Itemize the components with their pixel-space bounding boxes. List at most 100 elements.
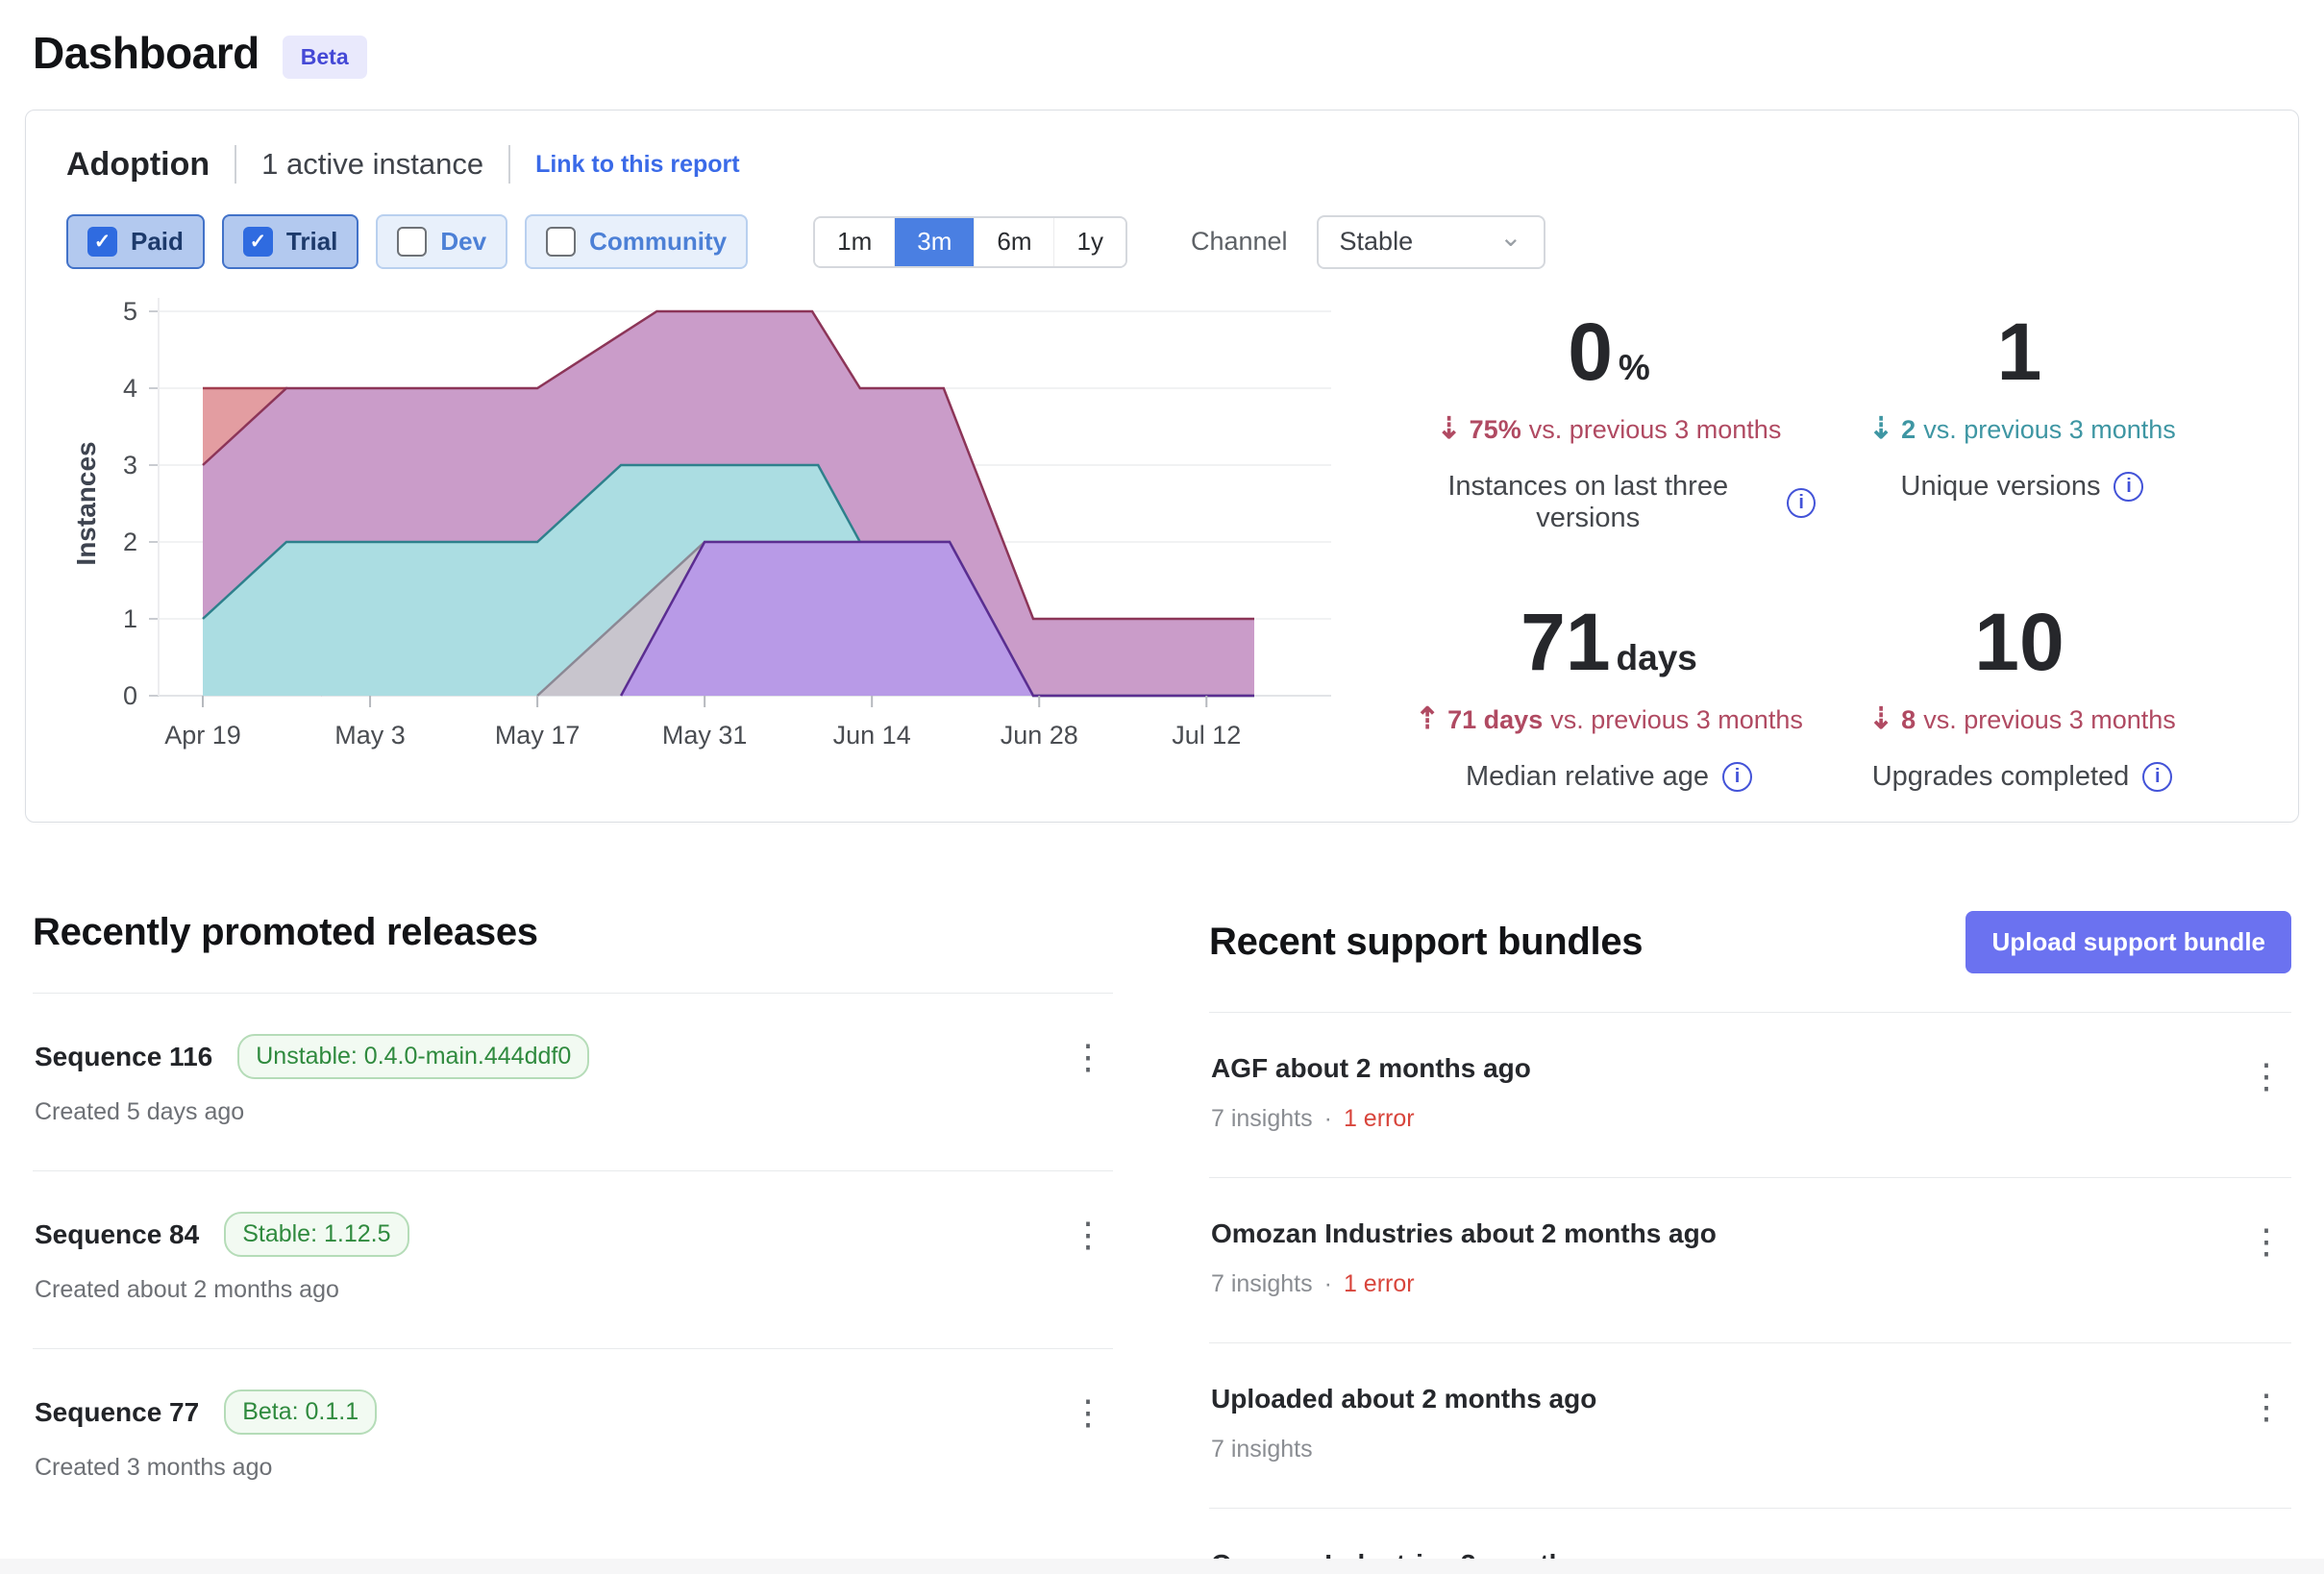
svg-text:Apr 19: Apr 19	[164, 721, 241, 750]
kebab-menu-icon[interactable]: ⋮	[1071, 1392, 1107, 1432]
bundle-title: AGF about 2 months ago	[1211, 1053, 1531, 1083]
stat-instances-last-three-versions: 0% ⇣ 75% vs. previous 3 months Instances o…	[1402, 311, 1816, 534]
bundle-row[interactable]: Uploaded about 2 months ago 7 insights ⋮	[1209, 1343, 2291, 1509]
page-bottom-strip	[0, 1559, 2324, 1574]
range-1m[interactable]: 1m	[815, 217, 896, 266]
svg-text:May 3: May 3	[334, 721, 406, 750]
link-to-report[interactable]: Link to this report	[535, 150, 740, 178]
filter-paid-label: Paid	[131, 227, 184, 256]
release-name: Sequence 116	[35, 1041, 213, 1071]
adoption-title: Adoption	[66, 145, 210, 183]
upload-support-bundle-button[interactable]: Upload support bundle	[1966, 911, 2291, 973]
bundle-insights: 7 insights	[1211, 1270, 1313, 1297]
stat-delta: ⇡ 71 days vs. previous 3 months	[1415, 701, 1803, 735]
stat-value: 10	[1974, 597, 2064, 687]
svg-text:Instances: Instances	[71, 441, 101, 565]
range-6m[interactable]: 6m	[975, 217, 1055, 266]
svg-text:4: 4	[123, 374, 137, 403]
bundle-meta: 7 insights · 1 error	[1211, 1270, 2234, 1298]
channel-label: Channel	[1190, 227, 1288, 256]
bottom-sections: Recently promoted releases Sequence 116 …	[33, 911, 2291, 1574]
divider	[235, 145, 237, 184]
kebab-menu-icon[interactable]: ⋮	[2249, 1387, 2286, 1426]
releases-header: Recently promoted releases	[33, 911, 1113, 954]
bundle-title: Uploaded about 2 months ago	[1211, 1384, 1597, 1414]
adoption-card-content: 0 1 2 3 4 5 Apr 19 May 3 May 17 May 31 Jun 14 Jun 2…	[66, 296, 2258, 793]
kebab-menu-icon[interactable]: ⋮	[2249, 1221, 2286, 1261]
svg-text:3: 3	[123, 451, 137, 480]
release-row[interactable]: Sequence 77 Beta: 0.1.1 Created 3 months…	[33, 1349, 1113, 1526]
page-title: Dashboard	[33, 28, 260, 78]
svg-text:1: 1	[123, 604, 137, 633]
info-icon[interactable]: i	[2142, 762, 2173, 792]
up-dashed-arrow-icon: ⇡	[1415, 701, 1441, 735]
bundle-row[interactable]: Omozan Industries about 2 months ago 7 i…	[1209, 1178, 2291, 1343]
bundle-row[interactable]: AGF about 2 months ago 7 insights · 1 erro…	[1209, 1013, 2291, 1178]
svg-text:May 31: May 31	[662, 721, 748, 750]
range-1y[interactable]: 1y	[1054, 217, 1125, 266]
bundle-insights: 7 insights	[1211, 1105, 1313, 1132]
svg-text:Jun 14: Jun 14	[833, 721, 911, 750]
check-icon: ✓	[249, 231, 267, 253]
release-version-badge: Beta: 0.1.1	[224, 1390, 378, 1435]
checkbox-community[interactable]: ✓	[546, 227, 577, 257]
stat-value: 71 days	[1520, 597, 1697, 687]
time-range-segmented-control: 1m 3m 6m 1y	[813, 215, 1127, 268]
filter-dev[interactable]: ✓ Dev	[376, 214, 508, 269]
svg-text:0: 0	[123, 681, 137, 710]
kebab-menu-icon[interactable]: ⋮	[2249, 1056, 2286, 1095]
divider	[33, 993, 1113, 994]
bundles-header: Recent support bundles Upload support bu…	[1209, 911, 2291, 973]
info-icon[interactable]: i	[1787, 487, 1816, 518]
channel-select[interactable]: Stable ⌄	[1316, 214, 1545, 269]
stat-delta: ⇣ 2 vs. previous 3 months	[1868, 411, 2176, 445]
release-name: Sequence 77	[35, 1396, 200, 1427]
stat-label: Instances on last three versions i	[1402, 471, 1816, 534]
stat-value: 1	[1996, 307, 2042, 397]
filter-paid[interactable]: ✓ Paid	[66, 214, 205, 269]
release-name: Sequence 84	[35, 1218, 200, 1249]
stat-unique-versions: 1 ⇣ 2 vs. previous 3 months Unique version…	[1816, 311, 2229, 534]
dot-separator: ·	[1323, 1270, 1332, 1297]
filter-trial[interactable]: ✓ Trial	[221, 214, 359, 269]
release-created: Created 3 months ago	[35, 1454, 273, 1481]
release-row[interactable]: Sequence 84 Stable: 1.12.5 Created about…	[33, 1171, 1113, 1349]
checkbox-dev[interactable]: ✓	[397, 227, 428, 257]
stat-label: Upgrades completed i	[1816, 761, 2229, 793]
adoption-stats: 0% ⇣ 75% vs. previous 3 months Instances o…	[1345, 296, 2258, 793]
release-version-badge: Unstable: 0.4.0-main.444ddf0	[237, 1034, 590, 1079]
adoption-card: Adoption 1 active instance Link to this …	[25, 110, 2299, 823]
svg-text:5: 5	[123, 297, 137, 326]
bundle-meta: 7 insights	[1211, 1436, 2234, 1463]
beta-badge: Beta	[282, 35, 367, 79]
stat-delta: ⇣ 8 vs. previous 3 months	[1868, 701, 2176, 735]
info-icon[interactable]: i	[2114, 472, 2144, 502]
check-icon: ✓	[93, 231, 111, 253]
svg-text:May 17: May 17	[495, 721, 581, 750]
stat-delta: ⇣ 75% vs. previous 3 months	[1436, 411, 1782, 445]
adoption-area-chart[interactable]: 0 1 2 3 4 5 Apr 19 May 3 May 17 May 31 Jun 14 Jun 2…	[66, 296, 1345, 753]
bundles-title: Recent support bundles	[1209, 921, 1644, 963]
filter-community[interactable]: ✓ Community	[525, 214, 749, 269]
stat-median-relative-age: 71 days ⇡ 71 days vs. previous 3 months Med…	[1402, 602, 1816, 793]
checkbox-trial[interactable]: ✓	[242, 227, 273, 257]
active-instance-count: 1 active instance	[261, 147, 484, 181]
release-created: Created about 2 months ago	[35, 1276, 339, 1303]
checkbox-paid[interactable]: ✓	[87, 227, 117, 257]
stat-value: 0%	[1568, 307, 1650, 397]
adoption-card-header: Adoption 1 active instance Link to this …	[66, 145, 2258, 184]
release-row[interactable]: Sequence 116 Unstable: 0.4.0-main.444ddf…	[33, 994, 1113, 1171]
info-icon[interactable]: i	[1722, 762, 1753, 792]
release-version-badge: Stable: 1.12.5	[224, 1212, 409, 1257]
svg-text:2: 2	[123, 528, 137, 556]
channel-selected-value: Stable	[1339, 227, 1414, 256]
kebab-menu-icon[interactable]: ⋮	[1071, 1215, 1107, 1254]
kebab-menu-icon[interactable]: ⋮	[1071, 1037, 1107, 1076]
stat-label: Unique versions i	[1816, 471, 2229, 503]
chevron-down-icon: ⌄	[1499, 221, 1522, 252]
bundle-errors: 1 error	[1343, 1105, 1415, 1132]
bundle-title: Omozan Industries about 2 months ago	[1211, 1218, 1717, 1248]
bundle-meta: 7 insights · 1 error	[1211, 1105, 2234, 1133]
range-3m[interactable]: 3m	[895, 217, 976, 266]
down-dashed-arrow-icon: ⇣	[1868, 701, 1894, 735]
